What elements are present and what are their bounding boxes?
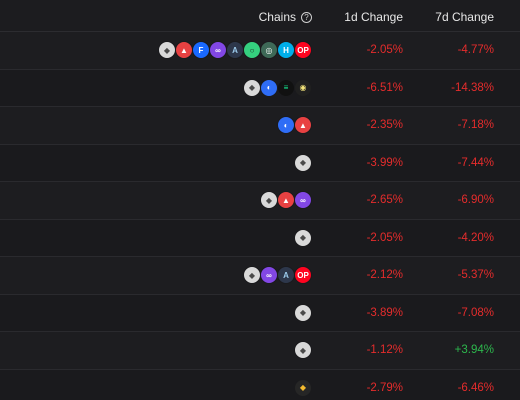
- fuse-icon[interactable]: ◉: [294, 78, 312, 97]
- change-7d-value: -6.46%: [457, 381, 494, 394]
- ethereum-icon[interactable]: ◆: [294, 341, 312, 360]
- optimism-icon[interactable]: OP: [294, 41, 312, 60]
- polygon-icon[interactable]: ∞: [294, 191, 312, 210]
- table-row[interactable]: ◆ -1.12% +3.94%: [0, 332, 520, 370]
- chain-icons: ◆: [294, 341, 312, 360]
- avalanche-icon[interactable]: ▲: [294, 116, 312, 135]
- optimism-icon[interactable]: OP: [294, 266, 312, 285]
- table-row[interactable]: ◆ -3.89% -7.08%: [0, 294, 520, 332]
- table-body: OP H ◎ ○ A ∞ F ▲ ◆ -2.05% -4.77% ◉ ≡ ◐ ◆ -6.51% -14.38% ▲…: [0, 32, 520, 400]
- chain-icons: ◆: [294, 378, 312, 397]
- change-1d-value: -3.89%: [366, 306, 403, 319]
- chain-icons: ◆: [294, 303, 312, 322]
- ethereum-icon[interactable]: ◆: [294, 153, 312, 172]
- change-1d-value: -2.65%: [366, 194, 403, 207]
- chains-column-header[interactable]: Chains ?: [259, 10, 312, 24]
- chain-icons: ▲ ◐: [277, 116, 312, 135]
- base-icon[interactable]: ◐: [277, 116, 295, 135]
- change-7d-column-header[interactable]: 7d Change: [435, 10, 494, 24]
- solana-icon[interactable]: ≡: [277, 78, 295, 97]
- chain-icons: ∞ ▲ ◆: [260, 191, 312, 210]
- table-header: Chains ? 1d Change 7d Change: [0, 0, 520, 32]
- change-7d-value: +3.94%: [454, 344, 494, 357]
- fantom-icon[interactable]: F: [192, 41, 210, 60]
- table-row[interactable]: OP H ◎ ○ A ∞ F ▲ ◆ -2.05% -4.77%: [0, 32, 520, 70]
- polygon-icon[interactable]: ∞: [209, 41, 227, 60]
- chain-icons: ◉ ≡ ◐ ◆: [243, 78, 312, 97]
- ethereum-icon[interactable]: ◆: [158, 41, 176, 60]
- avalanche-icon[interactable]: ▲: [277, 191, 295, 210]
- change-1d-value: -1.12%: [366, 344, 403, 357]
- change-1d-value: -2.35%: [366, 119, 403, 132]
- chains-header-label: Chains: [258, 10, 296, 24]
- change-1d-value: -3.99%: [366, 156, 403, 169]
- change-1d-value: -2.05%: [366, 231, 403, 244]
- table-row[interactable]: ◉ ≡ ◐ ◆ -6.51% -14.38%: [0, 69, 520, 107]
- ethereum-icon[interactable]: ◆: [260, 191, 278, 210]
- ethereum-icon[interactable]: ◆: [294, 228, 312, 247]
- change-7d-value: -4.20%: [457, 231, 494, 244]
- table-row[interactable]: OP A ∞ ◆ -2.12% -5.37%: [0, 257, 520, 295]
- change-7d-value: -4.77%: [457, 44, 494, 57]
- harmony-icon[interactable]: H: [277, 41, 295, 60]
- change-7d-value: -14.38%: [451, 81, 494, 94]
- arbitrum-icon[interactable]: A: [226, 41, 244, 60]
- change-1d-column-header[interactable]: 1d Change: [344, 10, 403, 24]
- change-7d-value: -6.90%: [457, 194, 494, 207]
- help-circle-icon[interactable]: ?: [301, 11, 312, 23]
- change-1d-value: -6.51%: [366, 81, 403, 94]
- table-row[interactable]: ◆ -2.79% -6.46%: [0, 369, 520, 400]
- change-7d-value: -5.37%: [457, 269, 494, 282]
- bnb-icon[interactable]: ◆: [294, 378, 312, 397]
- base-icon[interactable]: ◐: [260, 78, 278, 97]
- ethereum-icon[interactable]: ◆: [243, 78, 261, 97]
- change-1d-value: -2.05%: [366, 44, 403, 57]
- table-row[interactable]: ◆ -3.99% -7.44%: [0, 144, 520, 182]
- change-7d-value: -7.18%: [457, 119, 494, 132]
- chain-icons: ◆: [294, 228, 312, 247]
- table-row[interactable]: ▲ ◐ -2.35% -7.18%: [0, 107, 520, 145]
- change-1d-value: -2.79%: [366, 381, 403, 394]
- gnosis-icon[interactable]: ◎: [260, 41, 278, 60]
- ethereum-icon[interactable]: ◆: [243, 266, 261, 285]
- table-row[interactable]: ∞ ▲ ◆ -2.65% -6.90%: [0, 182, 520, 220]
- avalanche-icon[interactable]: ▲: [175, 41, 193, 60]
- polygon-icon[interactable]: ∞: [260, 266, 278, 285]
- chain-icons: OP A ∞ ◆: [243, 266, 312, 285]
- change-7d-value: -7.44%: [457, 156, 494, 169]
- chain-icons: ◆: [294, 153, 312, 172]
- arbitrum-icon[interactable]: A: [277, 266, 295, 285]
- ethereum-icon[interactable]: ◆: [294, 303, 312, 322]
- chain-icons: OP H ◎ ○ A ∞ F ▲ ◆: [158, 41, 312, 60]
- celo-icon[interactable]: ○: [243, 41, 261, 60]
- table-row[interactable]: ◆ -2.05% -4.20%: [0, 219, 520, 257]
- change-1d-value: -2.12%: [366, 269, 403, 282]
- change-7d-value: -7.08%: [457, 306, 494, 319]
